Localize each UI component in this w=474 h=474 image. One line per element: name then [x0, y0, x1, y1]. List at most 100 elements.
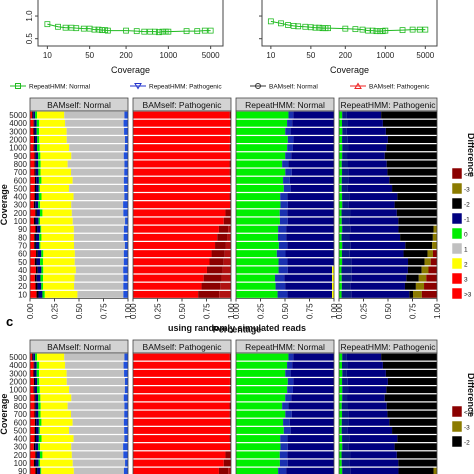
bar-segment — [386, 386, 437, 394]
bar-segment — [30, 119, 34, 127]
bar-segment — [350, 467, 399, 474]
legend-label: <-3 — [464, 172, 474, 179]
bar-segment — [133, 225, 219, 233]
bar-row — [133, 217, 231, 225]
bar-segment — [350, 225, 399, 233]
bar-segment — [292, 361, 334, 369]
x-tick-label: 0.50 — [281, 303, 290, 319]
legend-swatch — [451, 435, 463, 448]
bar-segment — [223, 217, 231, 225]
bar-panel-1: BAMself: Normal 0.00 0.25 0.50 0.75 1.00 — [26, 97, 133, 319]
bar-segment — [36, 209, 40, 217]
bar-segment — [33, 111, 36, 119]
bar-row — [339, 193, 437, 201]
bar-segment — [133, 467, 219, 474]
bar-segment — [341, 282, 351, 290]
bar-row — [30, 467, 128, 474]
data-point — [316, 24, 323, 31]
legend-marker — [255, 83, 261, 89]
bar-segment — [229, 435, 231, 443]
bar-segment — [71, 209, 124, 217]
x-tick-label: 0.00 — [232, 303, 241, 319]
bar-row — [339, 225, 437, 233]
bar-segment — [36, 176, 39, 184]
legend-swatch — [451, 182, 463, 195]
bar-segment — [34, 176, 37, 184]
legend-label: 3 — [464, 277, 468, 284]
legend-swatch — [451, 257, 463, 270]
legend-marker — [15, 83, 21, 89]
bar-segment — [30, 201, 34, 209]
bar-segment — [37, 136, 40, 143]
bar-segment — [133, 168, 230, 176]
y-tick-label: 2000 — [9, 378, 27, 387]
series-1 — [44, 21, 214, 36]
bar-segment — [40, 242, 75, 249]
bar-segment — [36, 119, 40, 127]
bar-segment — [38, 152, 41, 160]
bar-segment — [283, 418, 290, 426]
bar-row — [30, 443, 128, 451]
bar-segment — [400, 233, 433, 241]
bar-segment — [33, 119, 35, 127]
legend-label: -3 — [464, 425, 470, 432]
bar-segment — [342, 111, 347, 119]
bar-segment — [286, 225, 334, 233]
bar-segment — [291, 394, 334, 402]
bar-segment — [348, 168, 388, 176]
bar-segment — [346, 353, 382, 361]
bar-segment — [30, 225, 36, 233]
bar-segment — [349, 233, 401, 241]
bar-segment — [34, 193, 36, 201]
bar-row — [30, 386, 128, 394]
bar-segment — [293, 378, 334, 385]
bar-row — [339, 168, 437, 176]
bar-segment — [278, 467, 287, 474]
bar-segment — [66, 378, 125, 385]
bar-row — [236, 361, 334, 369]
bar-segment — [39, 209, 43, 217]
bar-segment — [287, 443, 334, 451]
bar-segment — [124, 111, 128, 119]
bar-segment — [221, 274, 231, 282]
bar-segment — [33, 443, 36, 451]
bar-segment — [66, 369, 125, 377]
bar-segment — [418, 274, 427, 282]
legend-label: -2 — [464, 202, 470, 209]
bar-segment — [229, 144, 231, 152]
line-panel-2: 10 50 200 1000 5000 Coverage — [259, 0, 438, 75]
legend-entry: RepeatHMM: Normal — [10, 83, 91, 91]
bar-segment — [236, 209, 280, 217]
bar-segment — [125, 217, 128, 225]
bar-row — [236, 225, 334, 233]
bar-segment — [39, 459, 73, 467]
bar-row — [133, 410, 231, 418]
bar-segment — [387, 136, 437, 143]
bar-segment — [382, 119, 437, 127]
bar-segment — [34, 127, 37, 135]
plot-frame — [261, 0, 438, 47]
x-tick-label: 0.50 — [75, 303, 84, 319]
bar-row — [339, 443, 437, 451]
bar-row — [133, 426, 231, 434]
bar-segment — [133, 217, 224, 225]
facet-strip-label: RepeatHMM: Pathogenic — [341, 100, 437, 110]
data-point — [399, 27, 406, 34]
bar-segment — [236, 201, 281, 209]
bar-segment — [35, 217, 39, 225]
bar-segment — [35, 136, 38, 143]
bar-segment — [284, 274, 333, 282]
bar-segment — [123, 250, 128, 258]
bar-segment — [342, 353, 347, 361]
y-axis-title: Coverage — [0, 184, 9, 225]
bar-segment — [236, 282, 276, 290]
bar-segment — [64, 111, 125, 119]
bar-segment — [339, 290, 342, 298]
bar-segment — [236, 418, 284, 426]
bar-segment — [381, 111, 437, 119]
x-axis-title: Percentage — [213, 324, 262, 334]
bar-segment — [33, 127, 35, 135]
y-axis-title: Coverage — [0, 394, 9, 435]
bar-segment — [123, 152, 128, 160]
bar-segment — [215, 242, 226, 249]
